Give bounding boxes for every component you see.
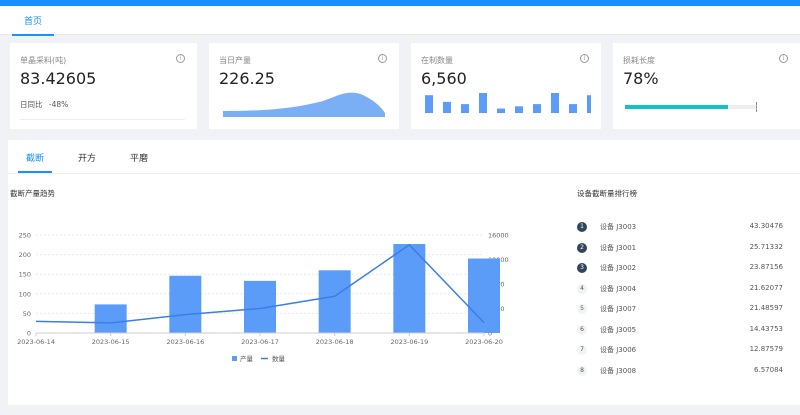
main-tabs: 截断 开方 平磨 [8, 140, 800, 174]
page-tabs-bar: 首页 [0, 6, 800, 35]
y-tick-label: 250 [19, 232, 31, 240]
ranking-title: 设备截断量排行榜 [577, 188, 637, 199]
tab-home[interactable]: 首页 [12, 12, 54, 36]
tab-active-indicator [18, 171, 52, 173]
area-sparkline [223, 91, 387, 117]
card-value: 83.42605 [20, 69, 96, 88]
rank-badge: 3 [577, 263, 587, 273]
bar [169, 276, 201, 333]
device-value: 23.87156 [750, 263, 783, 271]
x-tick-label: 2023-06-20 [465, 338, 503, 346]
card-title: 当日产量 [219, 55, 251, 66]
info-icon[interactable]: i [378, 54, 387, 63]
device-name: 设备 J3001 [600, 243, 636, 253]
rank-badge: 6 [577, 325, 587, 335]
y-tick-label: 100 [19, 290, 31, 298]
y2-tick-label: 16000 [488, 232, 509, 240]
rank-badge: 2 [577, 243, 587, 253]
device-name: 设备 J3007 [600, 304, 636, 314]
legend-label[interactable]: 数量 [272, 354, 286, 363]
device-value: 6.57084 [754, 366, 783, 374]
sparkline-bar [515, 106, 523, 113]
rank-badge: 7 [577, 345, 587, 355]
rank-badge: 8 [577, 366, 587, 376]
device-name: 设备 J3003 [600, 222, 636, 232]
device-name: 设备 J3002 [600, 263, 636, 273]
stat-card-wip: 在制数量 i 6,560 [411, 43, 601, 129]
device-name: 设备 J3005 [600, 325, 636, 335]
card-divider [20, 119, 185, 120]
day-compare-label: 日同比 [20, 100, 43, 109]
stat-card-material: 单晶采料(吨) i 83.42605 日同比 -48% [10, 43, 197, 129]
sparkline-bar [497, 109, 505, 113]
x-tick-label: 2023-06-18 [316, 338, 354, 346]
sparkline-bar [443, 102, 451, 113]
ranking-row: 6 设备 J3005 14.43753 [577, 324, 787, 338]
card-title: 损耗长度 [623, 55, 655, 66]
legend-label[interactable]: 产量 [240, 354, 254, 363]
device-value: 21.62077 [750, 284, 783, 292]
device-name: 设备 J3004 [600, 284, 636, 294]
trend-chart: 05010015020025004000800012000160002023-0… [0, 225, 540, 370]
ranking-row: 2 设备 J3001 25.71332 [577, 242, 787, 256]
x-tick-label: 2023-06-15 [92, 338, 130, 346]
ranking-row: 1 设备 J3003 43.30476 [577, 221, 787, 235]
rank-badge: 4 [577, 284, 587, 294]
stat-card-output: 当日产量 i 226.25 [209, 43, 399, 129]
progress-fill [625, 105, 728, 109]
sparkline-bar [587, 95, 591, 113]
ranking-row: 5 设备 J3007 21.48597 [577, 303, 787, 317]
ranking-row: 3 设备 J3002 23.87156 [577, 262, 787, 276]
device-name: 设备 J3008 [600, 366, 636, 376]
sparkline-bar [425, 95, 433, 113]
ranking-row: 4 设备 J3004 21.62077 [577, 283, 787, 297]
x-tick-label: 2023-06-17 [241, 338, 279, 346]
card-value: 6,560 [421, 69, 467, 88]
tab-square[interactable]: 开方 [78, 151, 96, 164]
info-icon[interactable]: i [779, 54, 788, 63]
x-tick-label: 2023-06-19 [390, 338, 428, 346]
y-tick-label: 150 [19, 271, 31, 279]
sparkline-bar [569, 104, 577, 113]
x-tick-label: 2023-06-16 [166, 338, 204, 346]
y-tick-label: 0 [27, 330, 31, 338]
legend-bar-swatch[interactable] [232, 356, 237, 361]
y-tick-label: 50 [23, 310, 31, 318]
device-name: 设备 J3006 [600, 345, 636, 355]
device-value: 14.43753 [750, 325, 783, 333]
info-icon[interactable]: i [580, 54, 589, 63]
card-value: 226.25 [219, 69, 275, 88]
sparkline-bar [461, 104, 469, 113]
sparkline-bar [479, 93, 487, 113]
card-title: 单晶采料(吨) [20, 55, 66, 66]
sparkline-bar [533, 104, 541, 113]
rank-badge: 1 [577, 222, 587, 232]
stat-card-loss: 损耗长度 i 78% [613, 43, 800, 129]
y-tick-label: 200 [19, 251, 31, 259]
ranking-row: 8 设备 J3008 6.57084 [577, 365, 787, 379]
progress-target-marker [756, 102, 758, 112]
bar [319, 270, 351, 333]
device-value: 21.48597 [750, 304, 783, 312]
device-value: 12.87579 [750, 345, 783, 353]
sparkline-bar [551, 93, 559, 113]
day-compare-value: -48% [49, 100, 68, 109]
device-value: 43.30476 [750, 222, 783, 230]
chart-title: 截断产量趋势 [10, 188, 55, 199]
tab-grind[interactable]: 平磨 [130, 151, 148, 164]
tab-cut[interactable]: 截断 [26, 151, 44, 164]
device-value: 25.71332 [750, 243, 783, 251]
card-title: 在制数量 [421, 55, 453, 66]
x-tick-label: 2023-06-14 [17, 338, 55, 346]
ranking-row: 7 设备 J3006 12.87579 [577, 344, 787, 358]
rank-badge: 5 [577, 304, 587, 314]
card-footer: 日同比 -48% [20, 95, 185, 115]
progress-track [625, 105, 757, 109]
bar-sparkline [423, 89, 591, 113]
bar [95, 304, 127, 333]
info-icon[interactable]: i [176, 54, 185, 63]
card-value: 78% [623, 69, 659, 88]
